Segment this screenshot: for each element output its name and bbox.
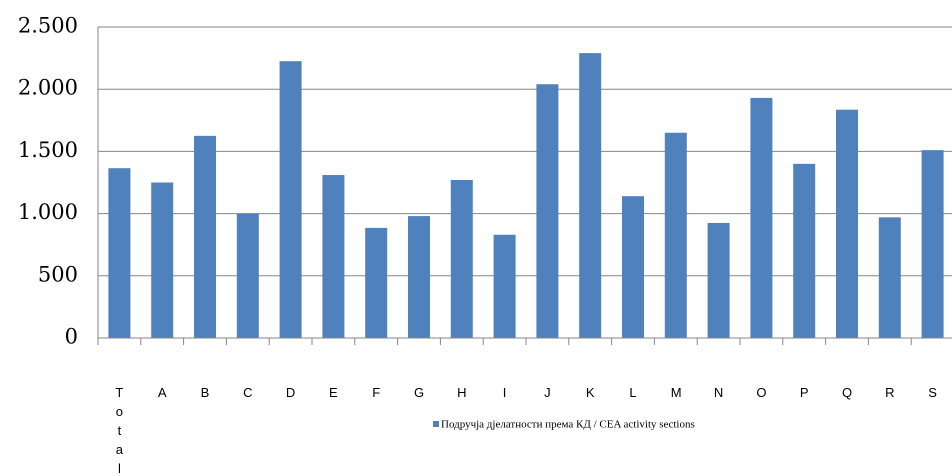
x-tick-label: C	[243, 385, 253, 400]
x-tick-label: P	[799, 385, 809, 400]
bar	[194, 135, 216, 338]
x-tick-label: N	[713, 385, 724, 400]
legend-swatch	[433, 421, 439, 427]
x-tick-label: Q	[842, 385, 853, 400]
x-tick-label: K	[585, 385, 595, 400]
bar	[836, 109, 858, 338]
x-tick-label: H	[457, 385, 467, 400]
x-tick-label: S	[928, 385, 937, 400]
bar	[622, 196, 644, 338]
x-tick-label: R	[885, 385, 895, 400]
y-tick-label: 2.000	[18, 76, 78, 100]
bar	[151, 182, 174, 338]
x-tick-label: E	[329, 385, 338, 400]
x-tick-label: J	[544, 385, 551, 400]
y-tick-label: 2.500	[18, 14, 78, 38]
bar	[793, 163, 816, 338]
x-tick-label: O	[756, 385, 767, 400]
x-tick-label: L	[629, 385, 637, 400]
y-tick-label: 500	[38, 262, 78, 286]
bar	[450, 180, 473, 338]
bar	[493, 234, 516, 338]
bar	[408, 216, 430, 338]
bar	[707, 222, 730, 338]
x-tick-label: Total	[115, 385, 124, 476]
bar	[878, 217, 901, 338]
y-tick-label: 0	[65, 325, 78, 349]
bar	[921, 150, 944, 338]
x-tick-label: F	[372, 385, 381, 400]
x-tick-label: D	[285, 385, 296, 400]
bar	[536, 84, 559, 338]
bar	[579, 53, 602, 339]
bar	[279, 61, 302, 339]
y-tick-label: 1.500	[18, 138, 78, 162]
bar	[108, 168, 131, 338]
x-tick-label: A	[157, 385, 167, 400]
x-tick-label: G	[414, 385, 425, 400]
x-tick-label: B	[200, 385, 210, 400]
bar	[365, 227, 388, 338]
legend-label: Подручја дјелатности према КД / CEA acti…	[441, 419, 695, 431]
bar	[664, 132, 687, 338]
x-tick-label: I	[502, 385, 507, 400]
bar	[236, 213, 259, 338]
bar	[322, 175, 345, 338]
x-tick-label: M	[670, 385, 682, 400]
bar	[750, 97, 773, 339]
y-tick-label: 1.000	[18, 200, 78, 224]
